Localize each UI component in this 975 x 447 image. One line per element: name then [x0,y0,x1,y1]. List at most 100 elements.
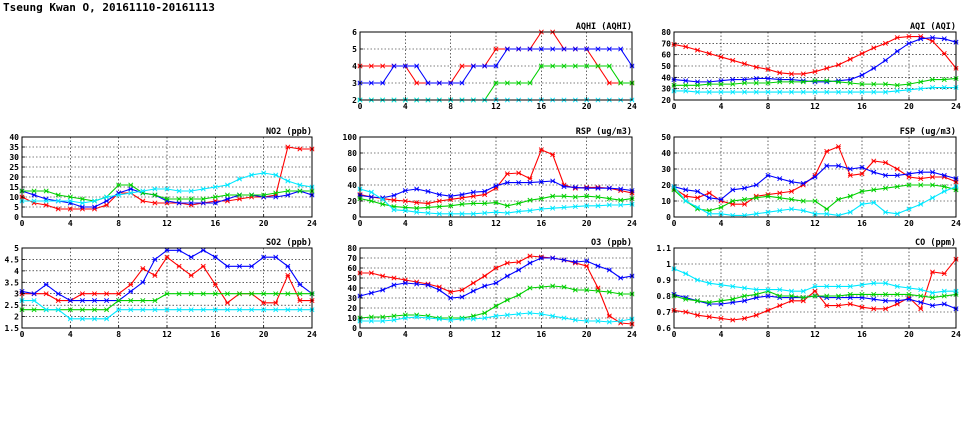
data-point [91,204,98,210]
data-point [918,306,924,312]
data-point [683,193,689,199]
data-point [67,298,73,304]
data-point [43,202,49,208]
x-tick-label: 20 [582,102,592,111]
data-point [380,201,386,207]
y-tick-label: 10 [347,314,357,323]
data-point [504,46,510,52]
data-point [824,206,830,212]
data-point [79,298,85,304]
series-blue [357,255,635,301]
data-point [906,296,912,302]
data-point [493,80,499,86]
y-tick-label: 30 [9,153,19,162]
data-point [104,298,110,304]
data-point [79,307,85,313]
data-point [777,77,783,83]
data-point [812,69,818,75]
data-point [595,185,601,191]
data-point [414,209,420,215]
data-point [414,200,420,206]
data-point [212,194,218,200]
data-point [882,280,889,286]
data-point [236,192,243,198]
y-tick-label: 20 [9,173,19,182]
data-point [380,287,386,293]
data-point [572,194,578,200]
grid [674,248,956,328]
data-point [584,46,590,52]
data-point [941,184,947,190]
data-point [482,315,488,321]
data-point [538,46,544,52]
data-point [224,300,230,306]
y-tick-label: 2.5 [5,301,20,310]
data-point [847,301,853,307]
data-point [43,307,49,313]
chart-aqi: AQI (AQI) 0 4 8 12 16 20 24 20 30 40 50 60 70 80 [661,22,961,111]
data-point [504,273,510,279]
data-point [835,144,842,150]
data-point [606,46,612,52]
data-point [550,63,556,69]
y-tick-label: 0.8 [657,292,672,301]
data-point [236,307,243,313]
data-point [894,35,900,41]
data-point [391,282,397,288]
x-tick-label: 4 [403,102,408,111]
data-point [493,280,499,286]
chart-co: CO (ppm) 0 4 8 12 16 20 24 0.6 0.7 0.8 0.9 1 1.1 [657,238,961,339]
data-point [618,197,624,203]
data-point [188,254,194,260]
chart-title: FSP (ug/m3) [900,127,956,137]
data-point [835,62,842,68]
data-point [606,319,612,325]
data-point [595,46,601,52]
data-point [538,147,544,153]
data-point [493,303,499,309]
y-tick-label: 0.6 [657,324,672,333]
data-point [788,196,795,202]
data-point [824,148,830,154]
data-point [606,202,612,208]
data-point [516,311,522,317]
x-tick-label: 0 [672,102,677,111]
data-point [79,196,85,202]
y-tick-label: 70 [347,254,357,263]
data-point [550,255,556,261]
data-point [918,182,924,188]
data-point [527,285,533,291]
data-point [188,272,194,278]
data-point [918,34,924,40]
data-point [824,303,830,309]
data-point [55,291,61,297]
data-point [606,313,612,319]
y-tick-label: 100 [343,133,358,142]
data-point [777,176,783,182]
data-point [718,315,724,321]
chart-title: CO (ppm) [915,238,956,248]
data-point [918,86,924,92]
data-point [595,194,601,200]
data-point [140,307,146,313]
data-point [297,291,303,297]
data-point [824,211,830,217]
data-point [595,184,601,190]
data-point [43,291,49,297]
data-point [448,211,454,217]
data-point [694,195,701,201]
data-point [391,192,397,198]
data-point [683,198,689,204]
data-point [538,311,544,317]
data-point [753,287,759,293]
data-point [894,291,900,297]
data-point [391,63,397,69]
data-point [753,291,759,297]
data-point [706,79,712,85]
data-point [894,172,900,178]
data-point [753,195,759,201]
y-tick-label: 60 [347,264,357,273]
data-point [249,291,255,297]
x-tick-label: 8 [116,219,121,228]
